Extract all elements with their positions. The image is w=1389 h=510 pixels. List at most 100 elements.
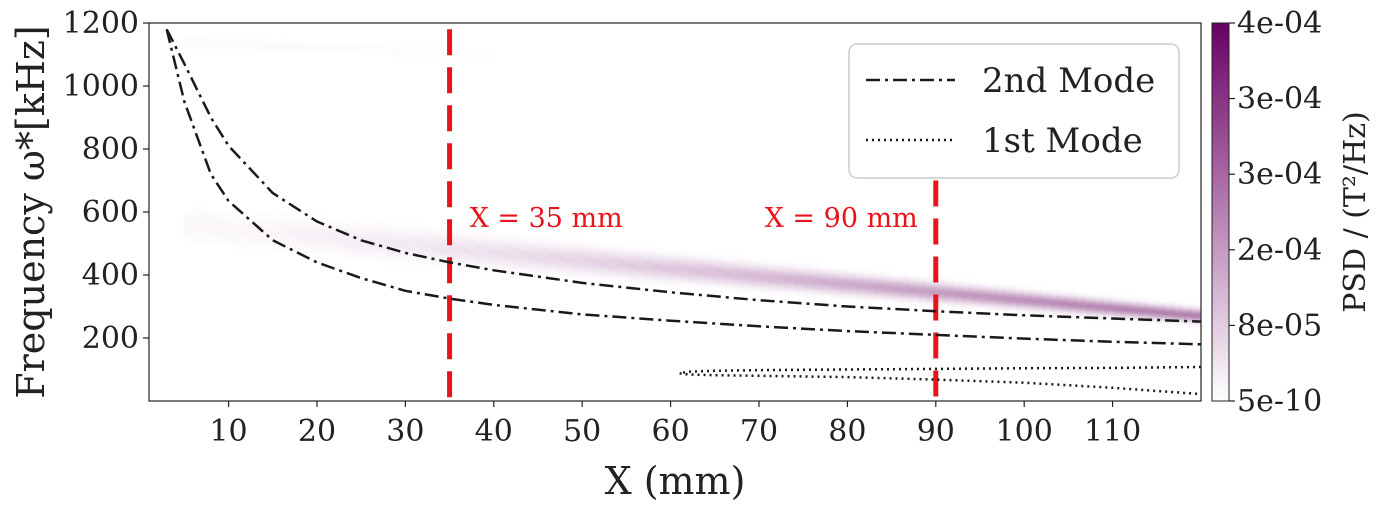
heatmap-cell (759, 280, 769, 285)
heatmap-cell (971, 301, 981, 304)
heatmap-cell (882, 280, 893, 284)
heatmap-cell (334, 244, 344, 250)
heatmap-cell (1183, 316, 1193, 319)
heatmap-cell (953, 302, 963, 306)
heatmap-cell (617, 247, 627, 252)
heatmap-cell (1139, 309, 1149, 312)
heatmap-cell (210, 224, 221, 230)
heatmap-cell (405, 225, 415, 231)
heatmap-cell (1130, 312, 1140, 315)
heatmap-cell (281, 45, 291, 47)
heatmap-cell (705, 273, 716, 277)
heatmap-cell (1174, 309, 1184, 312)
heatmap-cell (1050, 309, 1061, 313)
heatmap-cell (272, 234, 283, 240)
heatmap-cell (219, 43, 230, 46)
heatmap-cell (926, 297, 937, 301)
heatmap-cell (431, 248, 442, 254)
heatmap-cell (255, 47, 265, 49)
heatmap-cell (202, 39, 212, 42)
heatmap-cell (909, 296, 919, 300)
heatmap-cell (352, 233, 362, 239)
heatmap-cell (476, 256, 486, 262)
heatmap-cell (281, 217, 291, 223)
heatmap-cell (838, 279, 848, 283)
heatmap-cell (396, 50, 406, 52)
heatmap-cell (1050, 293, 1061, 296)
heatmap-cell (599, 253, 610, 258)
heatmap-cell (343, 236, 353, 242)
heatmap-cell (997, 292, 1008, 295)
heatmap-cell (1148, 310, 1158, 313)
heatmap-cell (617, 258, 627, 263)
heatmap-cell (334, 45, 344, 48)
heatmap-cell (361, 51, 371, 53)
heatmap-cell (661, 272, 672, 277)
heatmap-cell (263, 43, 274, 45)
heatmap-cell (387, 48, 398, 50)
heatmap-cell (511, 244, 521, 249)
heatmap-cell (953, 297, 963, 301)
heatmap-cell (644, 250, 654, 255)
heatmap-cell (325, 239, 336, 245)
x-tick-label: 20 (298, 414, 336, 449)
heatmap-cell (405, 49, 415, 52)
heatmap-cell (564, 256, 574, 262)
heatmap-cell (838, 273, 848, 278)
heatmap-cell (670, 276, 680, 281)
heatmap-cell (493, 262, 504, 267)
heatmap-cell (714, 283, 725, 288)
heatmap-cell (661, 279, 672, 284)
heatmap-cell (1033, 293, 1043, 297)
x-axis-title: X (mm) (605, 459, 746, 503)
heatmap-cell (652, 275, 663, 280)
heatmap-cell (856, 289, 866, 293)
heatmap-cell (980, 301, 990, 305)
heatmap-cell (608, 253, 619, 258)
heatmap-cell (573, 272, 583, 277)
heatmap-cell (661, 262, 672, 267)
heatmap-cell (820, 280, 831, 284)
heatmap-cell (325, 235, 336, 241)
heatmap-cell (246, 42, 256, 44)
heatmap-cell (458, 251, 468, 256)
heatmap-cell (255, 219, 265, 225)
heatmap-cell (237, 241, 247, 247)
heatmap-cell (458, 53, 468, 55)
heatmap-cell (1103, 311, 1114, 315)
heatmap-cell (591, 252, 601, 257)
heatmap-cell (1148, 303, 1158, 306)
heatmap-cell (617, 272, 627, 277)
heatmap-cell (635, 253, 645, 258)
heatmap-cell (1148, 313, 1158, 317)
heatmap-cell (281, 226, 291, 232)
heatmap-cell (1156, 304, 1167, 307)
heatmap-cell (935, 293, 946, 297)
heatmap-cell (237, 231, 247, 237)
heatmap-cell (626, 259, 636, 264)
heatmap-cell (228, 235, 238, 242)
heatmap-cell (1174, 319, 1184, 322)
legend-label-1st-mode: 1st Mode (982, 121, 1143, 161)
heatmap-cell (423, 231, 433, 237)
heatmap-cell (263, 45, 274, 48)
heatmap-cell (1068, 307, 1078, 310)
heatmap-cell (184, 38, 194, 41)
heatmap-cell (458, 231, 468, 236)
heatmap-cell (1103, 300, 1114, 304)
heatmap-cell (210, 43, 221, 45)
heatmap-cell (697, 256, 707, 260)
heatmap-cell (431, 244, 442, 250)
heatmap-cell (626, 262, 636, 267)
heatmap-cell (361, 49, 371, 51)
heatmap-cell (1068, 301, 1078, 304)
heatmap-cell (334, 46, 344, 49)
heatmap-cell (228, 43, 238, 45)
legend-box (848, 43, 1180, 179)
heatmap-cell (440, 229, 451, 235)
heatmap-cell (1174, 312, 1184, 315)
heatmap-cell (538, 269, 548, 274)
heatmap-cell (776, 276, 787, 280)
heatmap-cell (1165, 315, 1175, 318)
